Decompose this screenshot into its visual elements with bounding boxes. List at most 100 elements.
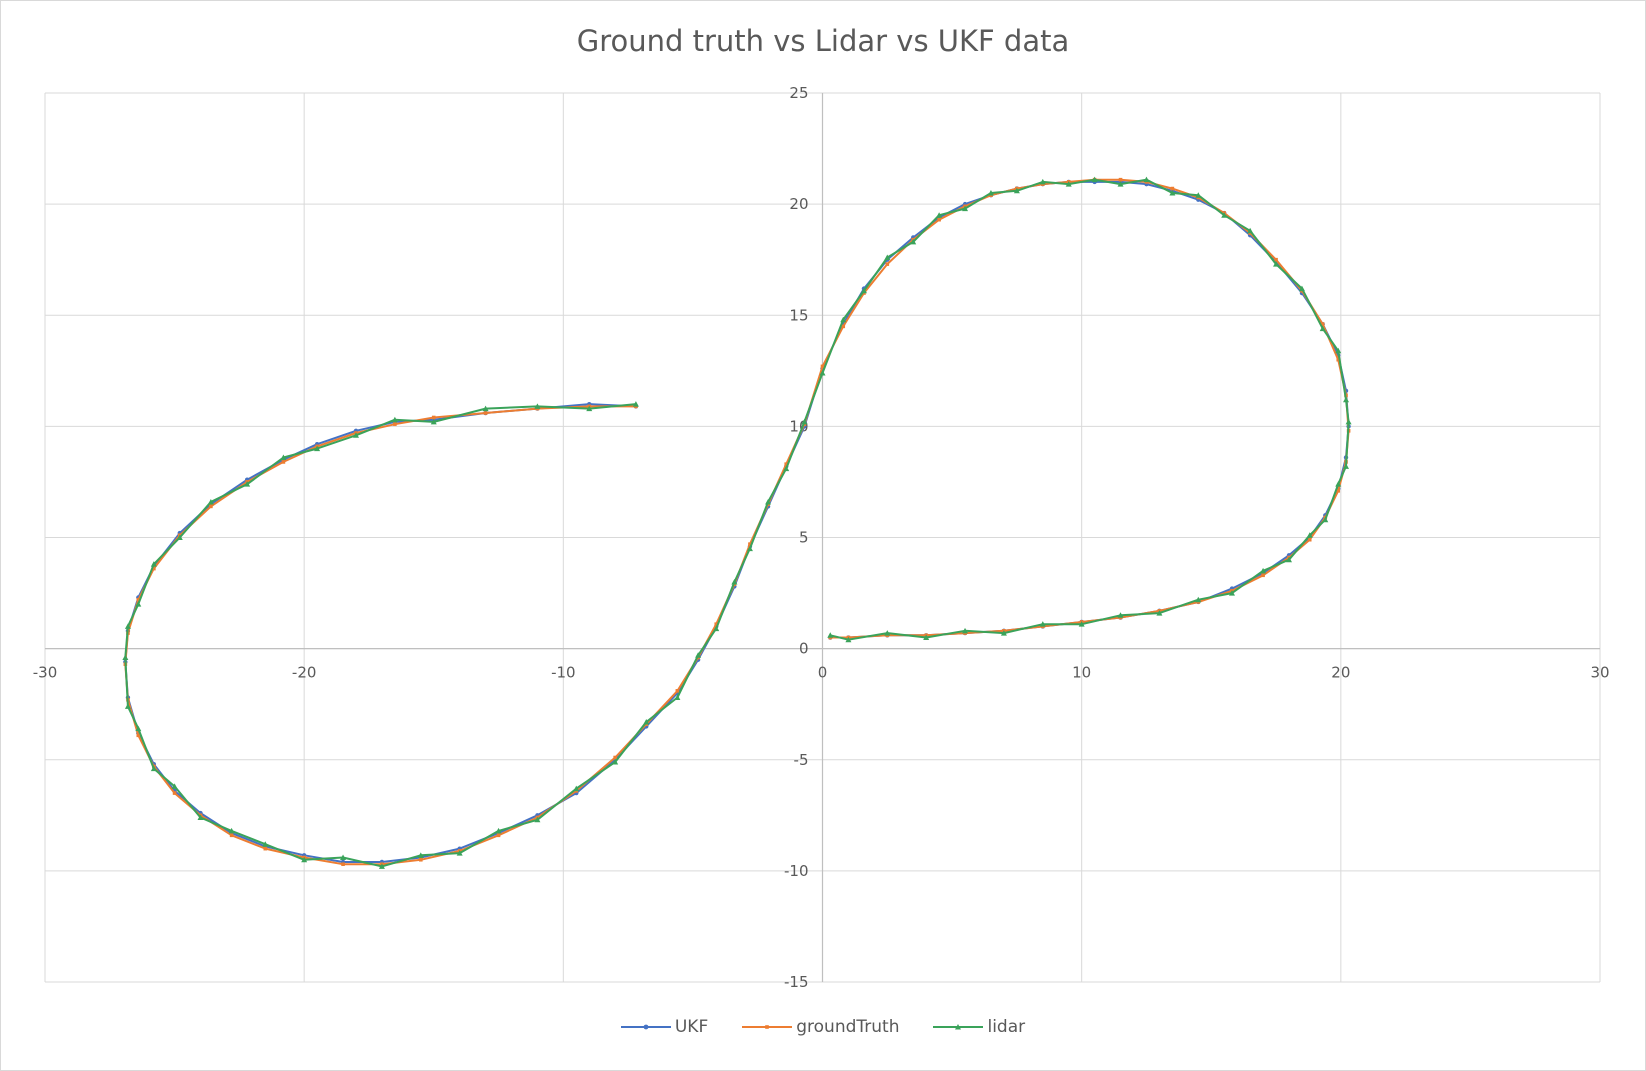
data-point [1335,481,1342,487]
data-point [340,854,347,861]
data-point [150,561,157,567]
data-point [1320,322,1325,326]
x-tick-label: 0 [818,664,828,682]
data-point [819,370,826,376]
data-point [124,703,131,709]
series-groundTruth [123,177,1351,867]
data-point [263,846,268,851]
y-tick-label: 0 [799,640,809,658]
data-point [643,718,650,725]
data-point [1319,325,1326,332]
data-point [244,481,251,487]
data-point [884,630,891,636]
x-tick-label: 30 [1590,664,1609,682]
y-tick-label: -5 [794,751,809,769]
data-point [783,465,790,472]
data-point [962,205,969,212]
data-point [1286,556,1292,563]
data-point [1274,257,1278,262]
legend-item-lidar: lidar [933,1017,1025,1037]
data-point [482,405,489,412]
data-point [495,827,502,834]
legend: UKF groundTruth lidar [0,1017,1646,1037]
x-tick-label: 10 [1072,664,1091,682]
data-point [713,625,720,632]
data-point [923,634,930,641]
series-line-groundTruth [124,178,1350,866]
data-point [483,411,488,415]
data-point [1298,285,1305,292]
series-UKF [123,179,1351,865]
data-point [731,578,738,585]
data-point [122,654,129,661]
data-point [612,758,619,765]
data-point [280,454,287,460]
data-point [1117,612,1124,618]
data-point [1273,261,1280,267]
data-point [885,262,890,266]
data-point [1260,567,1267,574]
data-point [393,422,397,426]
data-point [1039,621,1046,627]
data-point [152,566,156,571]
data-point [1091,176,1098,183]
data-point [748,542,752,546]
legend-swatch-groundTruth [742,1025,793,1029]
data-point [1247,227,1254,234]
data-point [456,850,463,856]
data-point [1343,396,1350,403]
data-point [176,534,183,540]
chart-title: Ground truth vs Lidar vs UKF data [576,24,1070,58]
data-point [136,733,141,738]
data-point [1078,621,1085,627]
data-point [418,857,423,862]
data-point [884,254,891,260]
legend-item-UKF: UKF [620,1017,708,1037]
data-point [586,405,593,412]
data-point [1169,190,1176,196]
data-point [136,597,141,602]
data-point [801,418,808,425]
data-point [1195,596,1202,603]
data-point [172,791,177,795]
legend-label: lidar [987,1017,1026,1037]
data-point [378,863,385,869]
data-point [910,238,917,245]
data-point [1307,537,1312,542]
data-point [1039,178,1046,185]
data-point [860,287,867,294]
data-point [1170,186,1175,191]
data-point [1013,187,1020,194]
data-point [124,623,131,629]
data-point [746,545,753,552]
series-lidar [122,176,1352,869]
data-point [1118,177,1123,182]
data-point [840,316,847,323]
y-tick-label: 5 [799,529,809,547]
legend-swatch-lidar [933,1024,984,1030]
data-point [341,862,345,867]
data-point [262,841,269,847]
data-point [1336,489,1341,493]
axis-layer [45,93,1600,982]
data-point [150,765,157,772]
series-line-lidar [124,178,1350,868]
data-point [1156,610,1163,616]
data-point [135,601,142,607]
data-point [695,652,702,658]
data-point [430,418,437,425]
x-tick-label: 20 [1331,664,1350,682]
data-point [936,212,943,218]
data-point [534,403,541,409]
data-point [1322,516,1329,523]
x-tick-label: -20 [292,664,317,682]
data-point [841,324,846,329]
data-point [632,401,639,407]
data-point [1195,192,1202,198]
data-point [281,460,286,464]
data-point [1336,357,1341,362]
data-point [674,694,681,701]
data-point [987,190,994,196]
